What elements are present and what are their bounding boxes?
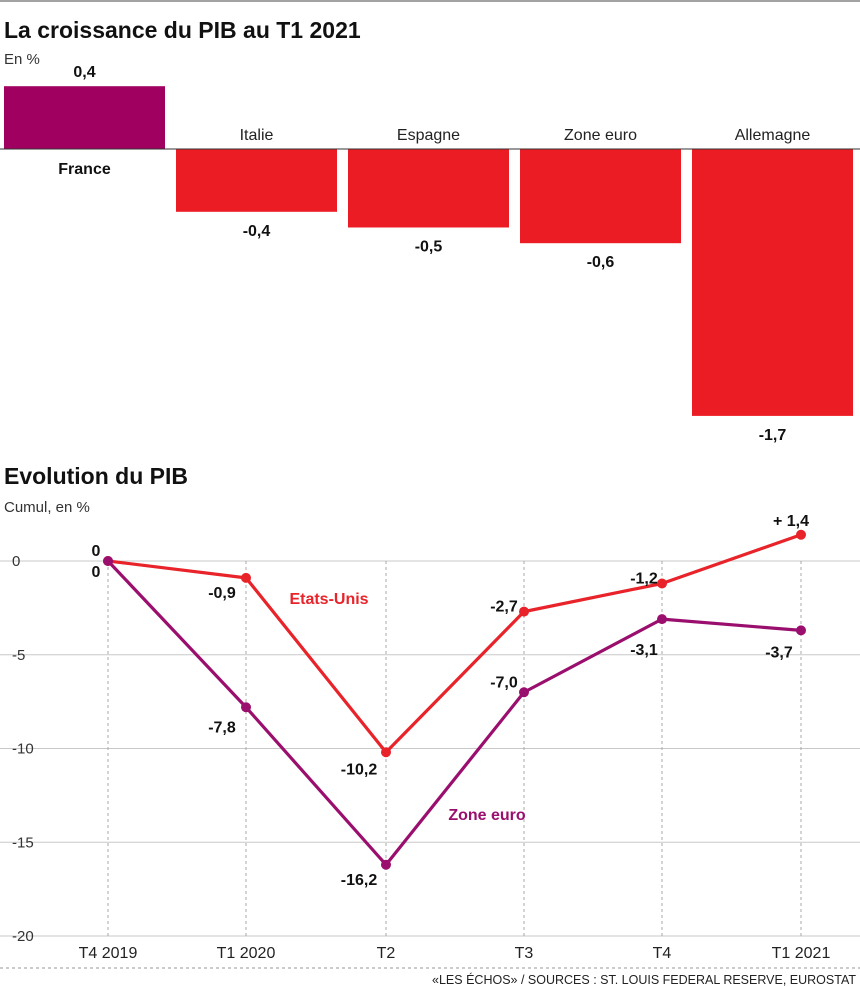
bar-france (4, 86, 165, 149)
series-line-etats-unis (107, 533, 802, 754)
bar-chart-title: La croissance du PIB au T1 2021 (4, 17, 361, 43)
bar-chart-unit: En % (4, 51, 40, 68)
x-tick-label: T2 (377, 945, 396, 962)
y-tick-label: -10 (12, 741, 34, 758)
bar-marks: 0,4 France Italie -0,4 Espagne -0,5 Zone euro -… (0, 64, 860, 444)
data-point (519, 687, 529, 698)
series-line-zone-euro (106, 559, 802, 867)
series-name-label: Zone euro (448, 807, 526, 824)
bar-chart: La croissance du PIB au T1 2021 En % 0,4… (0, 17, 860, 444)
x-tick-label: T1 2020 (217, 945, 276, 962)
line-chart-title: Evolution du PIB (4, 463, 188, 489)
bar-category-label: Zone euro (564, 127, 637, 144)
bar-value-label: -0,4 (243, 223, 271, 240)
x-tick-label: T4 2019 (79, 945, 138, 962)
x-tick-label: T4 (653, 945, 672, 962)
data-label: -1,2 (630, 571, 658, 588)
bar-category-label: France (58, 161, 111, 178)
data-label: -10,2 (341, 761, 378, 778)
data-label: + 1,4 (773, 513, 809, 530)
data-point (657, 614, 667, 625)
data-label: 0 (92, 543, 101, 560)
y-tick-label: -15 (12, 834, 34, 851)
x-tick-label: T1 2021 (772, 945, 831, 962)
source-note: «LES ÉCHOS» / SOURCES : ST. LOUIS FEDERA… (432, 972, 856, 987)
y-tick-label: -20 (12, 928, 34, 945)
bar-value-label: -1,7 (759, 427, 787, 444)
data-label: -3,7 (765, 644, 793, 661)
data-point (796, 625, 806, 636)
line-marks: 0 -0,9 -10,2 -2,7 -1,2 + 1,4 Etats-Unis 0 -7,8 -1… (92, 513, 810, 889)
bar-category-label: Allemagne (735, 127, 811, 144)
bar-allemagne (692, 149, 853, 416)
data-point (657, 578, 667, 589)
series-name-label: Etats-Unis (289, 591, 368, 608)
bar-value-label: 0,4 (73, 64, 95, 81)
data-point (381, 747, 391, 758)
data-label: -7,0 (490, 674, 518, 691)
data-label: 0 (92, 564, 101, 581)
data-label: -3,1 (630, 642, 658, 659)
data-label: -2,7 (490, 599, 518, 616)
bar-zone-euro (520, 149, 681, 244)
x-tick-label: T3 (515, 945, 534, 962)
data-point (241, 572, 251, 583)
bar-espagne (348, 149, 509, 228)
data-label: -0,9 (208, 585, 236, 602)
data-label: -16,2 (341, 872, 378, 889)
data-point (241, 702, 251, 713)
line-chart-unit: Cumul, en % (4, 499, 90, 516)
line-grid: 0 -5 -10 -15 -20 T4 2019 T1 2020 T2 T3 T4 T1 2021 (0, 553, 860, 962)
bar-category-label: Espagne (397, 127, 460, 144)
bar-value-label: -0,5 (415, 239, 443, 256)
data-point (381, 859, 391, 870)
y-tick-label: 0 (12, 553, 20, 570)
bar-value-label: -0,6 (587, 254, 615, 271)
data-point (103, 556, 113, 566)
data-point (796, 529, 806, 540)
line-chart: Evolution du PIB Cumul, en % 0 -5 -10 -15 -2… (0, 463, 860, 962)
data-label: -7,8 (208, 719, 236, 736)
data-point (519, 606, 529, 617)
bar-italie (176, 149, 337, 212)
y-tick-label: -5 (12, 647, 25, 664)
bar-category-label: Italie (240, 127, 274, 144)
